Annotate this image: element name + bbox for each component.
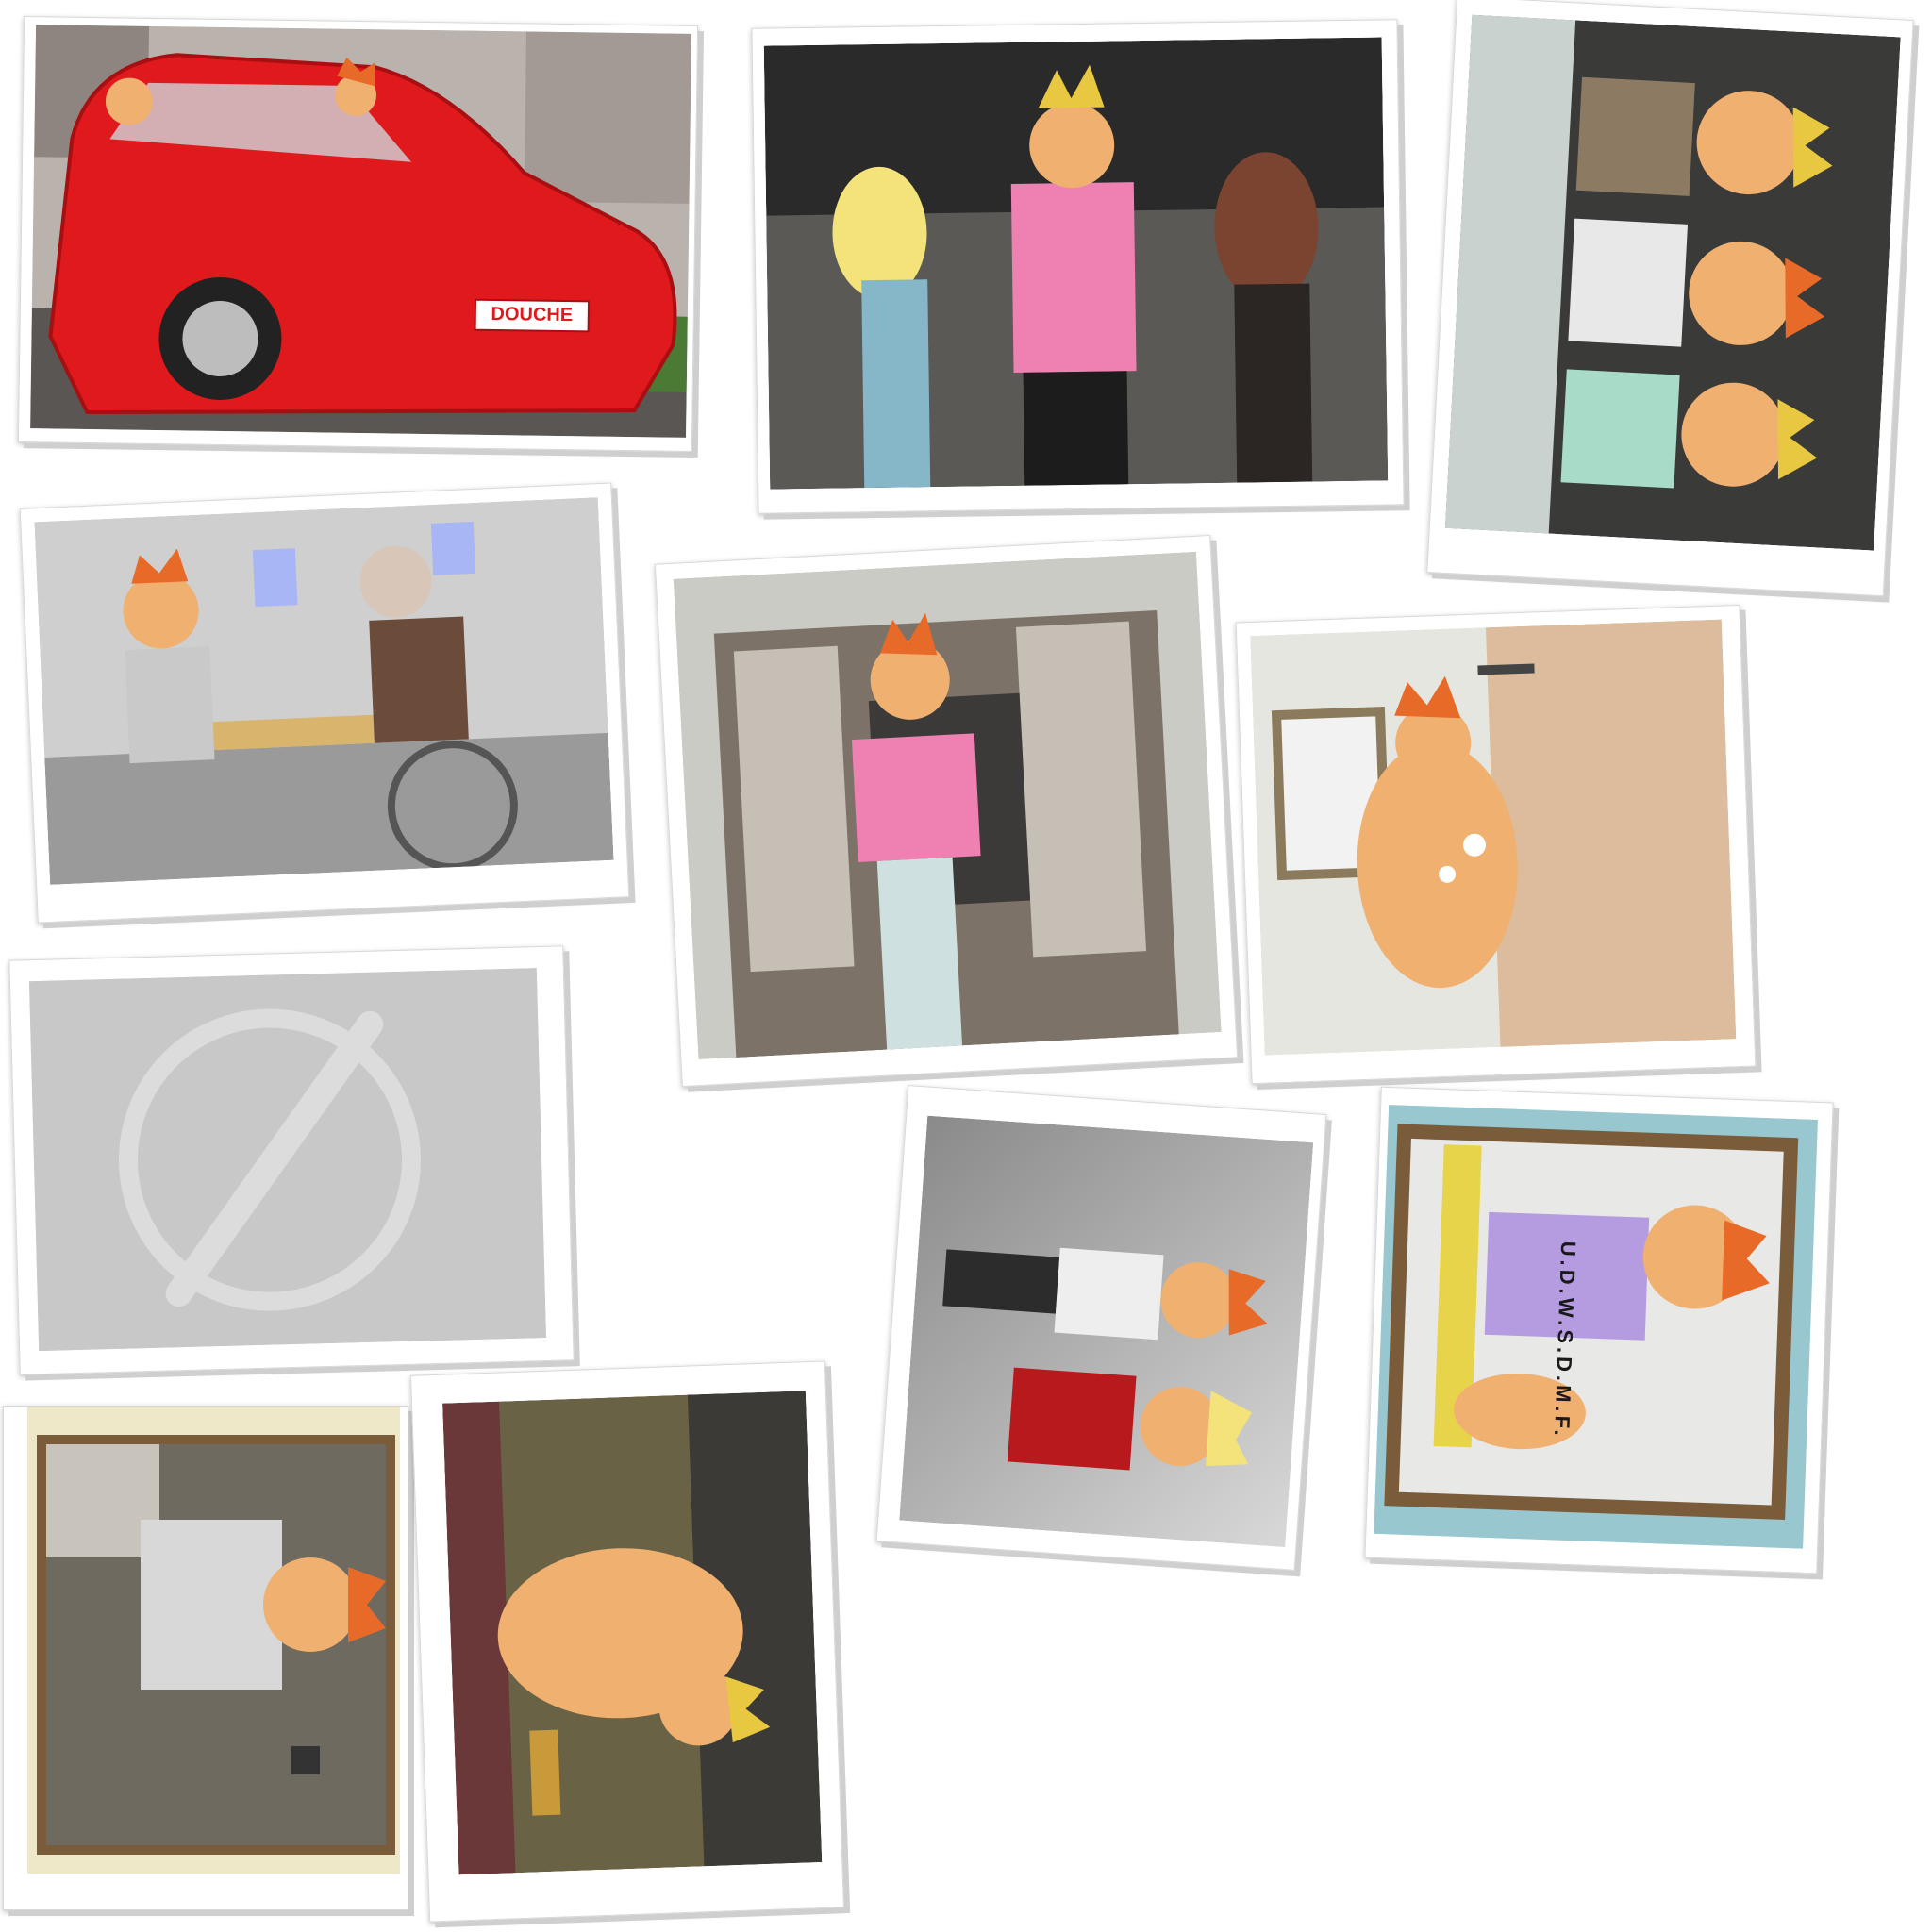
photo-club[interactable] [751, 19, 1405, 514]
photo-image [27, 1407, 400, 1874]
mirror-scene-icon [1374, 1105, 1818, 1549]
shower-scene-icon [1250, 619, 1737, 1056]
photo-shower[interactable] [1235, 604, 1757, 1085]
photo-pink-shirt[interactable] [654, 534, 1239, 1088]
photo-bodybuilder[interactable] [410, 1360, 844, 1923]
club-scene-icon [763, 37, 1389, 490]
closet-scene-icon [673, 551, 1222, 1060]
photo-image [763, 37, 1389, 490]
photo-image: U.D.W.S.D.M.F. [1374, 1105, 1818, 1549]
couple-scene-icon [899, 1115, 1314, 1548]
trophy-scene-icon [442, 1391, 823, 1875]
photo-mirror-gym[interactable]: U.D.W.S.D.M.F. [1364, 1086, 1834, 1574]
photo-old-man[interactable] [19, 482, 630, 924]
wheelchair-scene-icon [34, 497, 614, 885]
photo-three-friends[interactable] [1426, 0, 1914, 597]
license-plate-text: DOUCHE [491, 303, 574, 326]
photo-image [28, 968, 547, 1352]
friends-scene-icon [1444, 14, 1901, 551]
photo-image [1250, 619, 1737, 1056]
locked-icon [28, 968, 547, 1352]
photo-image [34, 497, 614, 885]
photo-image [673, 551, 1222, 1060]
photo-image [899, 1115, 1314, 1548]
photo-locked[interactable] [8, 945, 575, 1375]
photo-image [442, 1391, 823, 1875]
selfie-scene-icon [27, 1407, 400, 1874]
photo-red-car[interactable]: DOUCHE [17, 16, 699, 452]
photo-bathroom-selfie[interactable] [3, 1406, 408, 1910]
car-scene-icon [30, 25, 691, 438]
photo-image: DOUCHE [30, 25, 691, 438]
photo-guy-woman[interactable] [875, 1085, 1327, 1571]
photo-image [1444, 14, 1901, 551]
